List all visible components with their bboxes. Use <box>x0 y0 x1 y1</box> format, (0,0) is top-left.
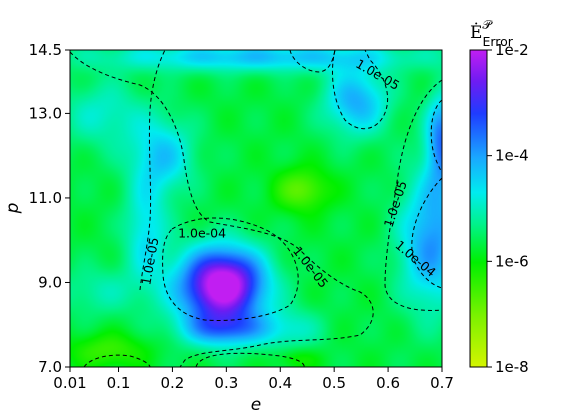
x-tick-label: 0.1 <box>107 374 131 392</box>
y-tick-label: 11.0 <box>29 189 62 207</box>
y-tick-label: 13.0 <box>29 104 62 122</box>
plot-frame <box>69 49 443 368</box>
x-tick-label: 0.7 <box>430 374 454 392</box>
contour-line <box>162 217 299 321</box>
x-tick-label: 0.2 <box>161 374 185 392</box>
contour-lines <box>70 50 442 367</box>
heatmap-surface <box>70 50 442 367</box>
contour-line <box>411 177 442 289</box>
colorbar-tick-label: 1e-6 <box>495 252 529 270</box>
x-tick-label: 0.3 <box>214 374 238 392</box>
colorbar-tick-label: 1e-2 <box>495 41 529 59</box>
colorbar-tick-label: 1e-4 <box>495 147 529 165</box>
x-axis: 0.01 0.1 0.2 0.3 0.4 0.5 0.6 0.7 <box>53 367 454 392</box>
colorbar-title-sup: 𝒫 <box>482 17 493 32</box>
x-axis-label: e <box>251 395 261 414</box>
x-tick-label: 0.5 <box>322 374 346 392</box>
colorbar-tick-label: 1e-8 <box>495 358 529 376</box>
y-tick-label: 9.0 <box>38 273 62 291</box>
colorbar: 1e-8 1e-6 1e-4 1e-2 Ė𝒫 Error <box>469 17 529 376</box>
y-tick-label: 7.0 <box>38 358 62 376</box>
x-tick-label: 0.4 <box>268 374 292 392</box>
contour-line <box>83 354 151 367</box>
colorbar-title-sub: Error <box>482 34 513 49</box>
contour-line <box>289 50 336 73</box>
y-tick-label: 14.5 <box>29 41 62 59</box>
colorbar-title: Ė𝒫 Error <box>470 17 514 49</box>
contour-line <box>384 79 442 311</box>
y-axis-label: p <box>3 202 23 214</box>
x-tick-label: 0.6 <box>376 374 400 392</box>
x-tick-label: 0.01 <box>53 374 86 392</box>
y-axis: 7.0 9.0 11.0 13.0 14.5 <box>29 41 70 376</box>
colorbar-gradient <box>469 49 488 368</box>
contour-label: 1.0e-04 <box>178 225 226 240</box>
contour-line <box>331 50 388 130</box>
contour-line <box>139 50 166 291</box>
colorbar-title-main: Ė <box>470 22 482 43</box>
contour-line <box>70 51 374 367</box>
contour-line <box>195 352 305 367</box>
contour-line <box>430 99 442 173</box>
colorbar-ticks: 1e-8 1e-6 1e-4 1e-2 <box>487 41 529 376</box>
